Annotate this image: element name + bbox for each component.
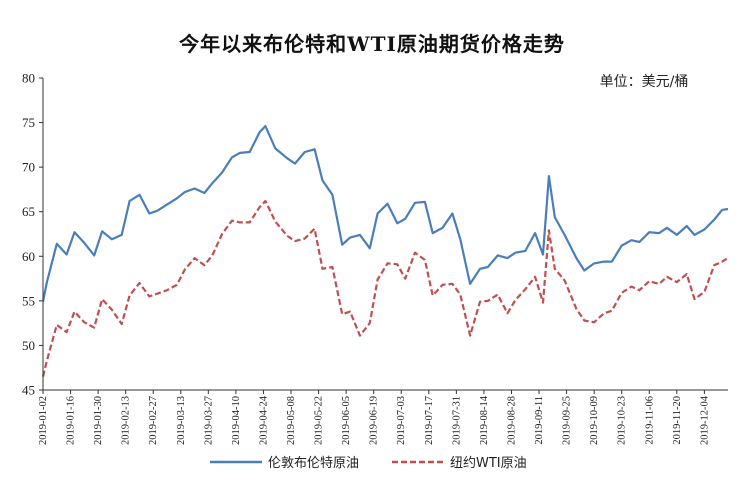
y-tick-label: 70 bbox=[22, 160, 35, 175]
x-tick-label: 2019-05-08 bbox=[286, 396, 297, 445]
x-tick-label: 2019-05-22 bbox=[314, 396, 325, 445]
x-tick-label: 2019-04-10 bbox=[231, 396, 242, 445]
x-tick-label: 2019-01-16 bbox=[66, 396, 77, 445]
plot-area bbox=[41, 124, 729, 377]
legend-label-1: 纽约WTI原油 bbox=[450, 456, 527, 471]
x-axis: 2019-01-02 2019-01-16 2019-01-30 2019-02-13… bbox=[38, 390, 710, 445]
series-line-1 bbox=[41, 199, 729, 377]
x-tick-label: 2019-06-19 bbox=[369, 396, 380, 445]
x-tick-label: 2019-03-13 bbox=[176, 396, 187, 445]
legend-label-0: 伦敦布伦特原油 bbox=[268, 455, 359, 471]
y-tick-label: 55 bbox=[22, 293, 35, 308]
y-tick-label: 45 bbox=[22, 383, 35, 398]
x-tick-label: 2019-07-31 bbox=[451, 396, 462, 445]
y-tick-label: 50 bbox=[22, 338, 35, 353]
x-tick-label: 2019-10-23 bbox=[617, 396, 628, 445]
x-tick-label: 2019-09-11 bbox=[534, 396, 545, 445]
x-tick-label: 2019-06-05 bbox=[341, 396, 352, 445]
y-tick-label: 65 bbox=[22, 204, 35, 219]
x-tick-label: 2019-04-24 bbox=[258, 395, 269, 445]
x-tick-label: 2019-09-25 bbox=[562, 396, 573, 445]
x-tick-label: 2019-11-20 bbox=[672, 396, 683, 445]
y-axis: 45 50 55 60 65 70 75 80 bbox=[22, 71, 43, 398]
x-tick-label: 2019-12-04 bbox=[699, 395, 710, 445]
x-tick-label: 2019-07-03 bbox=[396, 396, 407, 445]
y-tick-label: 60 bbox=[22, 249, 35, 264]
legend: 伦敦布伦特原油 纽约WTI原油 bbox=[210, 455, 527, 471]
y-tick-label: 80 bbox=[22, 71, 35, 86]
x-tick-label: 2019-01-30 bbox=[93, 396, 104, 445]
unit-label: 单位：美元/桶 bbox=[600, 74, 689, 90]
series-line-0 bbox=[41, 124, 729, 302]
x-tick-label: 2019-10-09 bbox=[589, 396, 600, 445]
x-tick-label: 2019-03-27 bbox=[203, 396, 214, 445]
chart-title: 今年以来布伦特和WTI原油期货价格走势 bbox=[179, 32, 565, 56]
x-tick-label: 2019-11-06 bbox=[644, 396, 655, 445]
x-tick-label: 2019-01-02 bbox=[38, 396, 49, 445]
x-tick-label: 2019-08-14 bbox=[479, 395, 490, 445]
x-tick-label: 2019-08-28 bbox=[506, 396, 517, 445]
x-tick-label: 2019-02-27 bbox=[148, 396, 159, 445]
x-tick-label: 2019-02-13 bbox=[121, 396, 132, 445]
x-tick-label: 2019-07-17 bbox=[424, 396, 435, 445]
y-tick-label: 75 bbox=[22, 115, 35, 130]
